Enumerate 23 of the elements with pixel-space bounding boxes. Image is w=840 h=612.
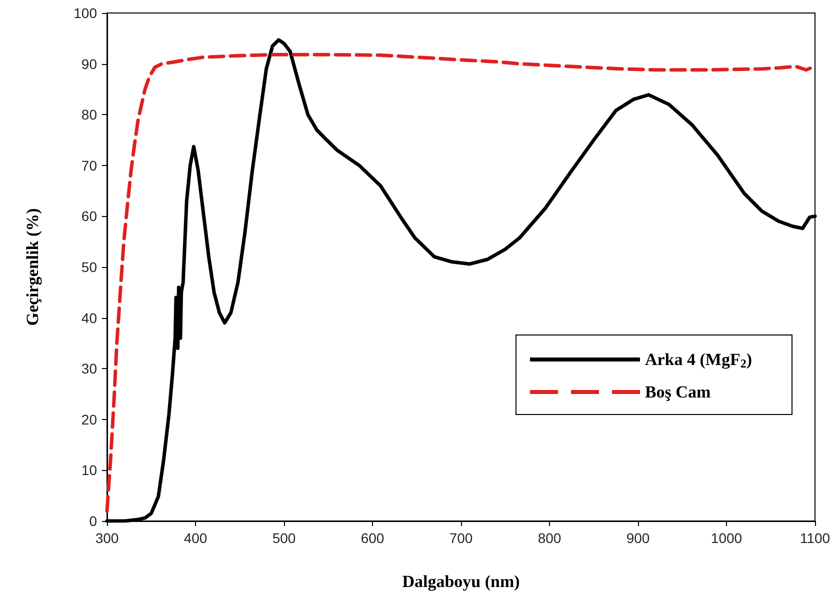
x-tick-label: 600 (360, 530, 384, 546)
x-tick-label: 1000 (710, 530, 742, 546)
x-tick-label: 300 (95, 530, 119, 546)
y-tick-label: 40 (81, 310, 98, 326)
y-tick-label: 60 (81, 208, 98, 224)
x-tick-label: 800 (538, 530, 562, 546)
y-tick-label: 10 (81, 462, 98, 478)
y-tick-label: 50 (81, 259, 98, 275)
y-tick-label: 0 (89, 513, 98, 529)
x-axis-title: Dalgaboyu (nm) (402, 572, 520, 591)
x-tick-label: 900 (626, 530, 650, 546)
y-axis-title: Geçirgenlik (%) (23, 208, 42, 326)
y-tick-label: 80 (81, 106, 98, 123)
legend-label: Boş Cam (644, 382, 711, 402)
x-tick-label: 500 (272, 530, 296, 546)
x-tick-label: 400 (184, 530, 208, 546)
y-tick-label: 30 (81, 360, 98, 377)
x-tick-label: 1100 (800, 530, 830, 546)
y-tick-label: 100 (74, 5, 98, 21)
y-tick-label: 90 (81, 56, 98, 72)
y-tick-label: 70 (81, 157, 98, 174)
x-tick-label: 700 (449, 530, 473, 546)
y-tick-label: 20 (81, 411, 98, 428)
